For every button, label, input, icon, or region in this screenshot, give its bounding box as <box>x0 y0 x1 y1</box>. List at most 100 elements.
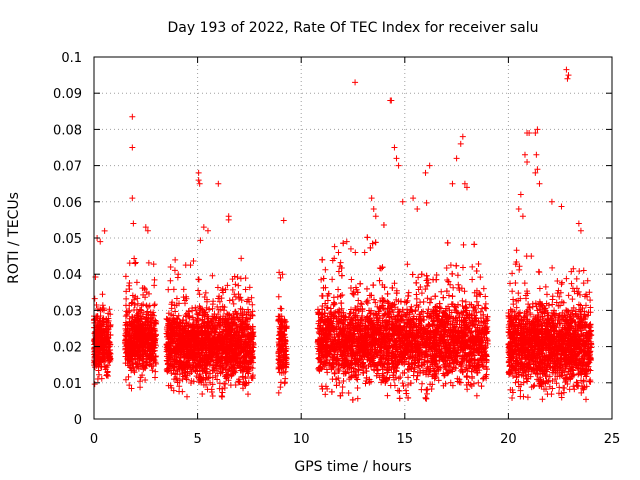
data-point <box>395 375 402 382</box>
data-point <box>232 369 239 376</box>
data-point <box>176 383 183 390</box>
data-point <box>137 363 144 370</box>
data-point <box>216 380 223 387</box>
data-point <box>103 315 110 322</box>
data-point <box>151 338 158 345</box>
data-point <box>180 286 187 293</box>
data-point <box>455 281 462 288</box>
data-point <box>188 366 195 373</box>
data-point <box>132 355 139 362</box>
data-point <box>133 331 140 338</box>
data-point <box>129 313 136 320</box>
data-point <box>125 282 132 289</box>
data-point <box>107 332 114 339</box>
data-point <box>135 348 142 355</box>
data-point <box>172 256 179 263</box>
data-point <box>123 295 130 302</box>
data-point <box>199 362 206 369</box>
data-point <box>371 296 378 303</box>
data-point <box>131 318 138 325</box>
data-point <box>151 335 158 342</box>
data-point <box>103 372 110 379</box>
data-point <box>235 378 242 385</box>
data-point <box>145 259 152 266</box>
data-point <box>143 330 150 337</box>
data-point <box>144 351 151 358</box>
data-point <box>235 291 242 298</box>
data-point <box>197 324 204 331</box>
data-point <box>107 321 114 328</box>
data-point <box>249 301 256 308</box>
data-point <box>122 302 129 309</box>
data-point <box>139 320 146 327</box>
data-point <box>232 281 239 288</box>
data-point <box>138 307 145 314</box>
data-point <box>230 310 237 317</box>
data-point <box>249 311 256 318</box>
data-point <box>144 308 151 315</box>
data-point <box>247 315 254 322</box>
data-point <box>123 349 130 356</box>
data-point <box>165 286 172 293</box>
data-point <box>95 353 102 360</box>
data-point <box>192 304 199 311</box>
data-point <box>134 295 141 302</box>
data-point <box>220 307 227 314</box>
data-point <box>461 288 468 295</box>
data-point <box>129 299 136 306</box>
data-point <box>225 377 232 384</box>
data-point <box>129 347 136 354</box>
data-point <box>209 393 216 400</box>
data-point <box>98 334 105 341</box>
data-point <box>130 335 137 342</box>
data-point <box>193 310 200 317</box>
data-point <box>152 317 159 324</box>
data-point <box>93 301 100 308</box>
data-point <box>125 307 132 314</box>
data-point <box>137 384 144 391</box>
data-point <box>480 285 487 292</box>
data-point <box>196 291 203 298</box>
data-point <box>126 279 133 286</box>
data-point <box>145 344 152 351</box>
data-point <box>142 361 149 368</box>
data-point <box>106 306 113 313</box>
data-point <box>126 382 133 389</box>
data-point <box>150 261 157 268</box>
data-point <box>204 386 211 393</box>
data-point <box>473 298 480 305</box>
data-point <box>105 350 112 357</box>
data-point <box>97 306 104 313</box>
data-point <box>91 338 98 345</box>
data-point <box>102 357 109 364</box>
data-point <box>128 385 135 392</box>
data-point <box>423 386 430 393</box>
data-point <box>122 360 129 367</box>
data-point <box>168 305 175 312</box>
data-point <box>126 286 133 293</box>
data-point <box>129 342 136 349</box>
data-point <box>127 363 134 370</box>
data-point <box>151 276 158 283</box>
data-point <box>229 286 236 293</box>
data-point <box>92 273 99 280</box>
data-point <box>364 300 371 307</box>
data-point <box>235 282 242 289</box>
data-point <box>197 237 204 244</box>
data-point <box>419 380 426 387</box>
data-point <box>171 302 178 309</box>
data-point <box>150 362 157 369</box>
data-point <box>216 298 223 305</box>
data-point <box>418 290 425 297</box>
data-point <box>147 315 154 322</box>
data-point <box>99 291 106 298</box>
data-point <box>175 271 182 278</box>
data-point <box>214 376 221 383</box>
data-point <box>123 329 130 336</box>
data-point <box>331 300 338 307</box>
data-point <box>384 392 391 399</box>
data-point <box>104 368 111 375</box>
data-point <box>99 302 106 309</box>
